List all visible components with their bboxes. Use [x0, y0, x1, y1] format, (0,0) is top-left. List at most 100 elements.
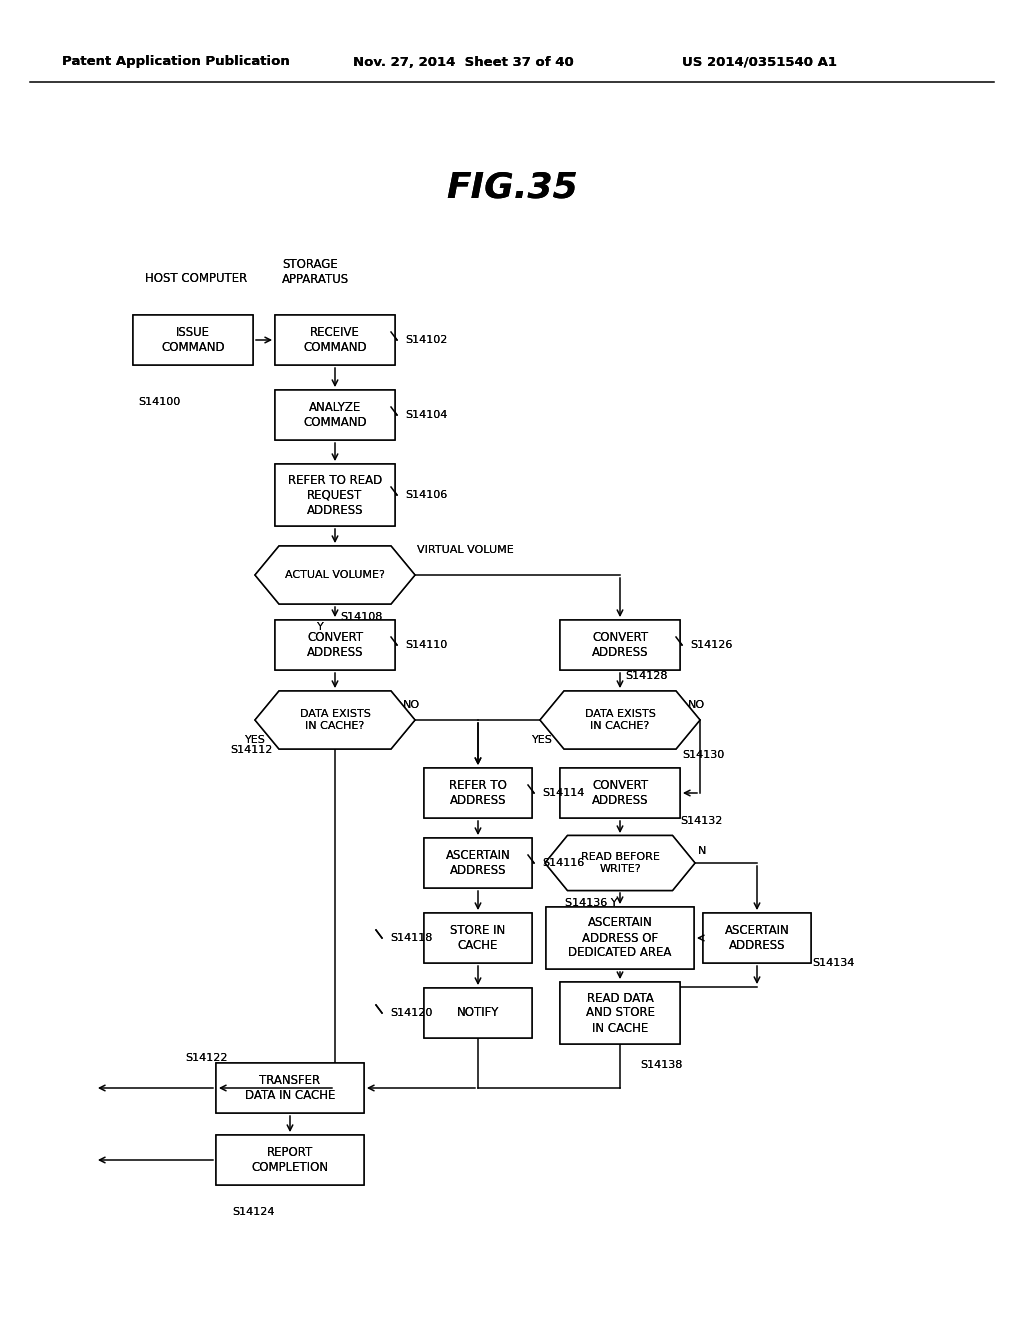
Text: ASCERTAIN
ADDRESS: ASCERTAIN ADDRESS: [725, 924, 790, 952]
Text: S14134: S14134: [812, 958, 854, 968]
Text: S14132: S14132: [680, 816, 722, 826]
Text: S14110: S14110: [406, 640, 447, 649]
Text: S14106: S14106: [406, 490, 447, 500]
Bar: [703, 913, 811, 964]
Text: ASCERTAIN
ADDRESS OF
DEDICATED AREA: ASCERTAIN ADDRESS OF DEDICATED AREA: [568, 916, 672, 960]
Text: S14124: S14124: [232, 1206, 274, 1217]
Text: REPORT
COMPLETION: REPORT COMPLETION: [252, 1146, 329, 1173]
Text: ASCERTAIN
ADDRESS: ASCERTAIN ADDRESS: [445, 849, 510, 876]
Text: S14122: S14122: [185, 1053, 227, 1063]
Text: S14118: S14118: [390, 933, 432, 942]
Polygon shape: [255, 690, 415, 748]
Bar: [546, 907, 694, 969]
Text: N: N: [698, 846, 707, 855]
Text: S14120: S14120: [390, 1008, 432, 1018]
Text: Patent Application Publication: Patent Application Publication: [62, 55, 290, 69]
Text: S14120: S14120: [390, 1008, 432, 1018]
Bar: [275, 620, 395, 671]
Text: S14138: S14138: [640, 1060, 682, 1071]
Text: STORAGE
APPARATUS: STORAGE APPARATUS: [282, 257, 349, 286]
Polygon shape: [255, 546, 415, 605]
Text: HOST COMPUTER: HOST COMPUTER: [145, 272, 247, 285]
Bar: [560, 768, 680, 818]
Text: S14104: S14104: [406, 411, 447, 420]
Bar: [275, 389, 395, 440]
Text: CONVERT
ADDRESS: CONVERT ADDRESS: [592, 779, 648, 807]
Text: S14106: S14106: [406, 490, 447, 500]
Text: HOST COMPUTER: HOST COMPUTER: [145, 272, 247, 285]
Text: US 2014/0351540 A1: US 2014/0351540 A1: [682, 55, 837, 69]
Text: CONVERT
ADDRESS: CONVERT ADDRESS: [592, 779, 648, 807]
Text: DATA EXISTS
IN CACHE?: DATA EXISTS IN CACHE?: [585, 709, 655, 731]
Text: REFER TO
ADDRESS: REFER TO ADDRESS: [450, 779, 507, 807]
Bar: [424, 987, 532, 1038]
Text: REFER TO READ
REQUEST
ADDRESS: REFER TO READ REQUEST ADDRESS: [288, 474, 382, 516]
Text: NO: NO: [403, 700, 420, 710]
Bar: [275, 465, 395, 525]
Bar: [133, 315, 253, 366]
Text: VIRTUAL VOLUME: VIRTUAL VOLUME: [417, 545, 514, 554]
Text: S14122: S14122: [185, 1053, 227, 1063]
Text: S14112: S14112: [230, 744, 272, 755]
Bar: [703, 913, 811, 964]
Text: Nov. 27, 2014  Sheet 37 of 40: Nov. 27, 2014 Sheet 37 of 40: [353, 55, 573, 69]
Text: Y: Y: [317, 622, 324, 632]
Text: ACTUAL VOLUME?: ACTUAL VOLUME?: [285, 570, 385, 579]
Text: CONVERT
ADDRESS: CONVERT ADDRESS: [592, 631, 648, 659]
Text: S14130: S14130: [682, 750, 724, 760]
Text: S14128: S14128: [625, 671, 668, 681]
Text: S14100: S14100: [138, 397, 180, 407]
Text: S14102: S14102: [406, 335, 447, 345]
Text: S14124: S14124: [232, 1206, 274, 1217]
Text: DATA EXISTS
IN CACHE?: DATA EXISTS IN CACHE?: [300, 709, 371, 731]
Bar: [560, 982, 680, 1044]
Text: S14136 Y: S14136 Y: [565, 898, 617, 908]
Bar: [216, 1063, 364, 1113]
Text: ISSUE
COMMAND: ISSUE COMMAND: [161, 326, 225, 354]
Text: S14134: S14134: [812, 958, 854, 968]
Bar: [560, 620, 680, 671]
Text: S14108: S14108: [340, 612, 382, 622]
Text: RECEIVE
COMMAND: RECEIVE COMMAND: [303, 326, 367, 354]
Text: NOTIFY: NOTIFY: [457, 1006, 499, 1019]
Polygon shape: [540, 690, 700, 748]
Text: US 2014/0351540 A1: US 2014/0351540 A1: [682, 55, 837, 69]
Text: S14130: S14130: [682, 750, 724, 760]
Bar: [275, 465, 395, 525]
Bar: [424, 913, 532, 964]
Polygon shape: [540, 690, 700, 748]
Text: YES: YES: [245, 735, 266, 744]
Text: S14102: S14102: [406, 335, 447, 345]
Polygon shape: [545, 836, 695, 891]
Text: NO: NO: [403, 700, 420, 710]
Text: CONVERT
ADDRESS: CONVERT ADDRESS: [307, 631, 364, 659]
Text: NO: NO: [688, 700, 706, 710]
Text: RECEIVE
COMMAND: RECEIVE COMMAND: [303, 326, 367, 354]
Text: S14116: S14116: [542, 858, 585, 869]
Polygon shape: [545, 836, 695, 891]
Bar: [560, 620, 680, 671]
Text: ASCERTAIN
ADDRESS OF
DEDICATED AREA: ASCERTAIN ADDRESS OF DEDICATED AREA: [568, 916, 672, 960]
Text: TRANSFER
DATA IN CACHE: TRANSFER DATA IN CACHE: [245, 1074, 335, 1102]
Text: STORE IN
CACHE: STORE IN CACHE: [451, 924, 506, 952]
Text: Nov. 27, 2014  Sheet 37 of 40: Nov. 27, 2014 Sheet 37 of 40: [353, 55, 573, 69]
Text: READ BEFORE
WRITE?: READ BEFORE WRITE?: [581, 853, 659, 874]
Text: YES: YES: [245, 735, 266, 744]
Bar: [424, 838, 532, 888]
Bar: [424, 838, 532, 888]
Text: READ DATA
AND STORE
IN CACHE: READ DATA AND STORE IN CACHE: [586, 991, 654, 1035]
Text: N: N: [698, 846, 707, 855]
Text: S14112: S14112: [230, 744, 272, 755]
Text: CONVERT
ADDRESS: CONVERT ADDRESS: [307, 631, 364, 659]
Text: STORAGE
APPARATUS: STORAGE APPARATUS: [282, 257, 349, 286]
Bar: [424, 913, 532, 964]
Text: STORE IN
CACHE: STORE IN CACHE: [451, 924, 506, 952]
Text: Patent Application Publication: Patent Application Publication: [62, 55, 290, 69]
Text: ASCERTAIN
ADDRESS: ASCERTAIN ADDRESS: [445, 849, 510, 876]
Text: S14138: S14138: [640, 1060, 682, 1071]
Text: S14136 Y: S14136 Y: [565, 898, 617, 908]
Bar: [560, 768, 680, 818]
Text: S14114: S14114: [542, 788, 585, 799]
Bar: [424, 768, 532, 818]
Text: DATA EXISTS
IN CACHE?: DATA EXISTS IN CACHE?: [585, 709, 655, 731]
